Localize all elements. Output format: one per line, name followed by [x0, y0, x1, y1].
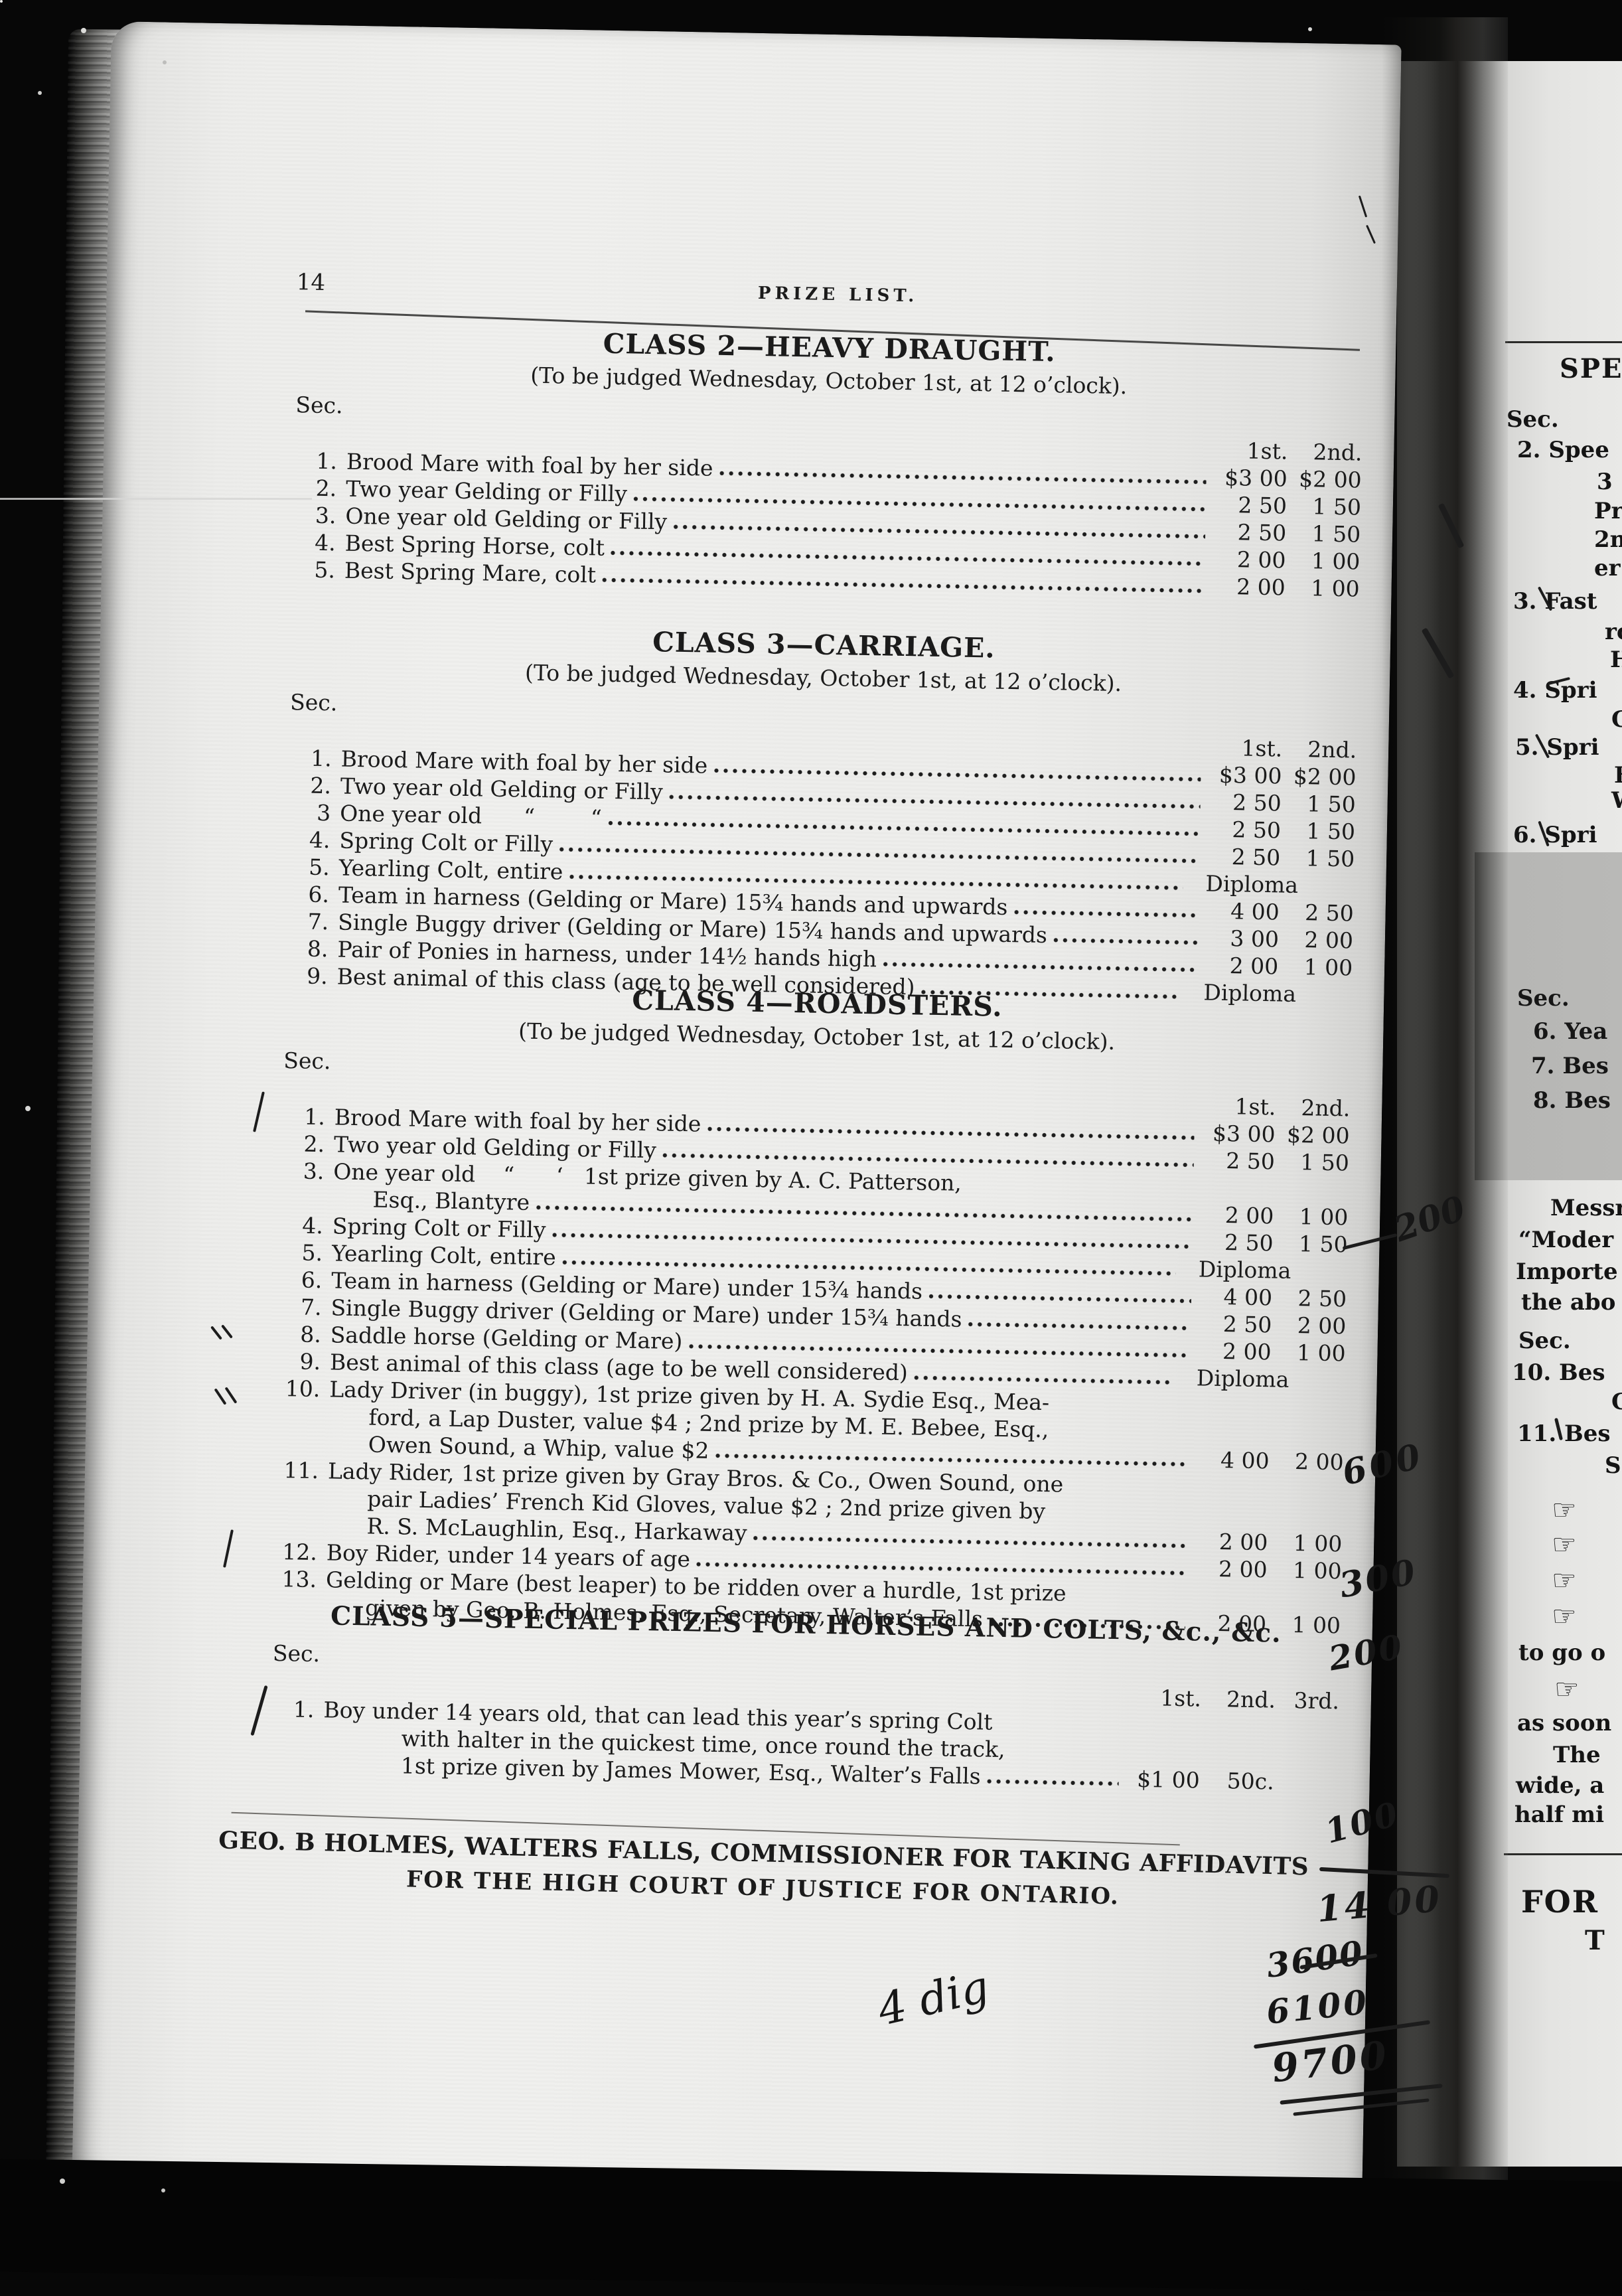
- right-page-text-fragment: Sec.: [1507, 406, 1559, 433]
- class-2-section: CLASS 2—HEAVY DRAUGHT. (To be judged Wed…: [214, 323, 1364, 603]
- left-page-content: 14 PRIZE LIST. CLASS 2—HEAVY DRAUGHT. (T…: [72, 21, 1402, 2195]
- right-page-text-fragment: “Moder: [1518, 1227, 1614, 1253]
- running-title: PRIZE LIST.: [757, 283, 919, 307]
- right-page-text-fragment: 5. Spri: [1515, 734, 1599, 761]
- right-page-text-fragment: ro: [1605, 619, 1622, 645]
- right-page-rule: [1504, 1853, 1622, 1855]
- right-page-text-fragment: to go o: [1518, 1640, 1606, 1666]
- right-page-text-fragment: 2. Spee: [1517, 437, 1609, 463]
- right-page-text-fragment: Importe: [1516, 1259, 1618, 1285]
- dust-specks: [0, 0, 3, 3]
- right-page-heading-fragment: T: [1585, 1925, 1606, 1956]
- dot-leader: [986, 1764, 1120, 1787]
- right-page-text-fragment: Sec.: [1517, 985, 1570, 1012]
- pointing-hand-icon: ☞: [1552, 1600, 1577, 1632]
- right-page-text-fragment: 6. Yea: [1533, 1018, 1608, 1045]
- pointing-hand-icon: ☞: [1552, 1564, 1577, 1596]
- pointing-hand-icon: ☞: [1554, 1673, 1580, 1705]
- right-page-text-fragment: 11. Bes: [1517, 1420, 1611, 1447]
- film-scratch: [0, 498, 312, 500]
- dot-leader: [1013, 895, 1199, 919]
- right-page-rule: [1505, 341, 1622, 343]
- right-page-text-fragment: wide, a: [1516, 1772, 1605, 1799]
- diploma-award: Diploma: [1198, 1256, 1291, 1284]
- right-page-heading-fragment: FOR: [1521, 1884, 1599, 1920]
- pointing-hand-icon: ☞: [1552, 1528, 1577, 1561]
- diploma-award: Diploma: [1196, 1365, 1290, 1393]
- right-page-text-fragment: 10. Bes: [1512, 1359, 1605, 1386]
- right-page-text-fragment: C: [1611, 1389, 1622, 1415]
- right-page-text-fragment: S: [1605, 1452, 1621, 1479]
- dot-leader: [967, 1306, 1191, 1332]
- col-2nd: 2nd.: [1313, 439, 1363, 466]
- class-3-section: CLASS 3—CARRIAGE. (To be judged Wednesda…: [206, 621, 1359, 1009]
- right-page-text-fragment: as soon: [1517, 1710, 1612, 1736]
- right-page-text-fragment: er: [1594, 555, 1621, 581]
- dot-leader: [1052, 923, 1199, 946]
- right-page-text-fragment: Messr: [1550, 1195, 1622, 1221]
- scanned-book-page: { "page": { "number": "14", "running_tit…: [0, 0, 1622, 2230]
- right-page-text-fragment: Pr: [1594, 498, 1622, 524]
- right-page-text-fragment: 8. Bes: [1533, 1087, 1611, 1114]
- class-4-section: CLASS 4—ROADSTERS. (To be judged Wednesd…: [195, 979, 1352, 1639]
- right-page-text-fragment: 2n: [1594, 526, 1622, 553]
- dot-leader: [927, 1278, 1192, 1304]
- right-page-text-fragment: 3: [1597, 469, 1613, 495]
- diploma-award: Diploma: [1205, 870, 1299, 898]
- dot-leader: [881, 947, 1198, 973]
- col-1st: 1st.: [1246, 437, 1288, 465]
- right-page-text-fragment: The: [1553, 1742, 1601, 1768]
- right-page-text-fragment: Sec.: [1518, 1328, 1571, 1354]
- right-page-text-fragment: half mi: [1514, 1801, 1605, 1828]
- right-page-text-fragment: 6. Spri: [1513, 822, 1597, 848]
- dot-leader: [913, 1360, 1175, 1385]
- pointing-hand-icon: ☞: [1552, 1493, 1577, 1526]
- scan-black-band: [0, 2159, 1622, 2296]
- right-page-text-fragment: W: [1611, 787, 1622, 814]
- right-page-text-fragment: C: [1611, 706, 1622, 733]
- right-page-text-fragment: 3. Fast: [1513, 588, 1597, 615]
- commissioner-footer: GEO. B HOLMES, WALTERS FALLS, COMMISSION…: [190, 1822, 1337, 1919]
- right-page-text-fragment: the abo: [1521, 1289, 1616, 1316]
- right-page-shaded-region: Sec. 6. Yea 7. Bes 8. Bes: [1475, 852, 1622, 1180]
- class-5-section: CLASS 5—SPECIAL PRIZES FOR HORSES AND CO…: [192, 1600, 1341, 1797]
- right-page-heading-fragment: SPE: [1560, 353, 1622, 384]
- right-page-text-fragment: H: [1614, 762, 1622, 789]
- left-page: 14 PRIZE LIST. CLASS 2—HEAVY DRAUGHT. (T…: [72, 21, 1402, 2196]
- right-page-text-fragment: H: [1610, 647, 1622, 673]
- right-page-text-fragment: 7. Bes: [1531, 1053, 1609, 1079]
